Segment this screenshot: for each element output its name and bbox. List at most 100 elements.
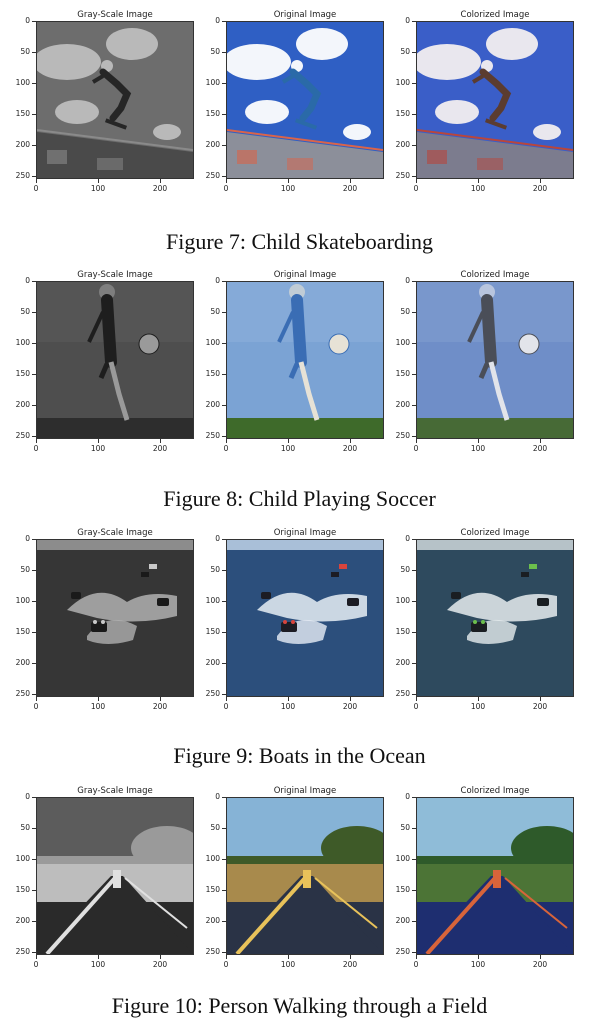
x-tick-mark [98, 439, 99, 443]
y-tick-label: 100 [205, 854, 220, 863]
x-tick-mark [416, 697, 417, 701]
y-tick-label: 0 [215, 276, 220, 285]
figure-caption: Figure 9: Boats in the Ocean [173, 743, 426, 768]
y-tick-mark [412, 21, 416, 22]
y-tick-label: 0 [405, 534, 410, 543]
y-tick-mark [32, 405, 36, 406]
y-tick-label: 250 [15, 431, 30, 440]
y-tick-label: 150 [395, 885, 410, 894]
panel-title: Gray-Scale Image [77, 10, 153, 20]
y-tick-mark [32, 828, 36, 829]
panel-title: Gray-Scale Image [77, 528, 153, 538]
panel-title: Colorized Image [460, 10, 530, 20]
x-tick-mark [98, 955, 99, 959]
y-tick-mark [222, 52, 226, 53]
x-tick-mark [98, 697, 99, 701]
x-tick-label: 200 [342, 960, 358, 969]
y-tick-label: 200 [395, 916, 410, 925]
y-tick-label: 50 [400, 47, 410, 56]
x-tick-label: 100 [90, 444, 106, 453]
y-tick-label: 250 [395, 947, 410, 956]
original-image [226, 539, 384, 697]
x-tick-mark [36, 697, 37, 701]
y-tick-mark [412, 921, 416, 922]
y-tick-mark [32, 921, 36, 922]
y-tick-label: 150 [205, 627, 220, 636]
y-tick-mark [222, 859, 226, 860]
y-tick-mark [412, 374, 416, 375]
x-tick-mark [226, 439, 227, 443]
x-tick-mark [540, 179, 541, 183]
y-tick-mark [412, 797, 416, 798]
y-tick-label: 0 [405, 276, 410, 285]
gray-image [36, 539, 194, 697]
x-tick-label: 0 [33, 184, 39, 193]
y-tick-label: 250 [205, 431, 220, 440]
gray-image-panel: Gray-Scale Image 0 50 100 150 200 250 0 100 200 [16, 10, 194, 215]
x-tick-mark [288, 697, 289, 701]
colorized-image [416, 21, 574, 179]
y-tick-label: 100 [15, 78, 30, 87]
original-image-panel: Original Image 0 50 100 150 200 250 0 100 200 [206, 270, 384, 475]
x-tick-label: 0 [33, 444, 39, 453]
figure-fig8: Gray-Scale Image 0 50 100 150 200 250 0 100 200 Or… [0, 270, 599, 490]
y-tick-label: 0 [25, 534, 30, 543]
x-tick-label: 100 [280, 702, 296, 711]
x-tick-label: 100 [280, 444, 296, 453]
y-tick-label: 50 [210, 823, 220, 832]
y-tick-label: 50 [20, 307, 30, 316]
y-tick-mark [32, 52, 36, 53]
x-tick-label: 0 [413, 702, 419, 711]
x-tick-label: 200 [532, 960, 548, 969]
y-tick-label: 50 [210, 307, 220, 316]
y-tick-mark [412, 52, 416, 53]
y-tick-label: 250 [205, 689, 220, 698]
y-tick-mark [222, 828, 226, 829]
x-tick-label: 0 [33, 960, 39, 969]
original-image [226, 281, 384, 439]
x-tick-label: 0 [413, 960, 419, 969]
x-tick-mark [226, 179, 227, 183]
y-tick-mark [412, 601, 416, 602]
gray-image-panel: Gray-Scale Image 0 50 100 150 200 250 0 100 200 [16, 270, 194, 475]
x-tick-label: 200 [152, 960, 168, 969]
y-tick-label: 250 [395, 431, 410, 440]
x-tick-label: 200 [532, 702, 548, 711]
y-tick-mark [32, 859, 36, 860]
y-tick-mark [32, 21, 36, 22]
y-tick-label: 0 [215, 16, 220, 25]
y-tick-label: 0 [405, 16, 410, 25]
panel-title: Colorized Image [460, 270, 530, 280]
y-tick-label: 250 [15, 947, 30, 956]
y-tick-mark [412, 952, 416, 953]
y-tick-label: 200 [15, 916, 30, 925]
x-tick-mark [160, 955, 161, 959]
x-tick-mark [36, 439, 37, 443]
y-tick-mark [412, 145, 416, 146]
y-tick-label: 200 [395, 140, 410, 149]
x-tick-label: 0 [33, 702, 39, 711]
x-tick-label: 200 [342, 444, 358, 453]
panel-title: Original Image [273, 786, 337, 796]
y-tick-mark [32, 952, 36, 953]
x-tick-mark [160, 179, 161, 183]
y-tick-mark [32, 570, 36, 571]
y-tick-mark [222, 601, 226, 602]
figure-fig10: Gray-Scale Image 0 50 100 150 200 250 0 100 200 Or… [0, 786, 599, 1006]
colorized-image [416, 797, 574, 955]
colorized-image [416, 281, 574, 439]
x-tick-mark [416, 179, 417, 183]
gray-image-panel: Gray-Scale Image 0 50 100 150 200 250 0 100 200 [16, 786, 194, 991]
x-tick-mark [540, 439, 541, 443]
y-tick-mark [32, 797, 36, 798]
x-tick-mark [540, 955, 541, 959]
y-tick-mark [222, 921, 226, 922]
y-tick-label: 50 [400, 565, 410, 574]
y-tick-mark [222, 145, 226, 146]
y-tick-label: 200 [205, 400, 220, 409]
x-tick-label: 100 [90, 184, 106, 193]
y-tick-mark [412, 570, 416, 571]
y-tick-mark [412, 436, 416, 437]
x-tick-mark [350, 439, 351, 443]
x-tick-mark [226, 955, 227, 959]
